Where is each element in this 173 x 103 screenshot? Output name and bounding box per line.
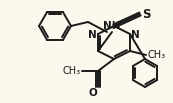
Text: CH₃: CH₃ [63,66,81,76]
Text: CH₃: CH₃ [147,50,165,60]
Text: N: N [88,30,97,40]
Text: NH: NH [103,21,121,31]
Text: S: S [142,8,151,20]
Text: N: N [131,30,140,40]
Text: O: O [88,88,97,98]
